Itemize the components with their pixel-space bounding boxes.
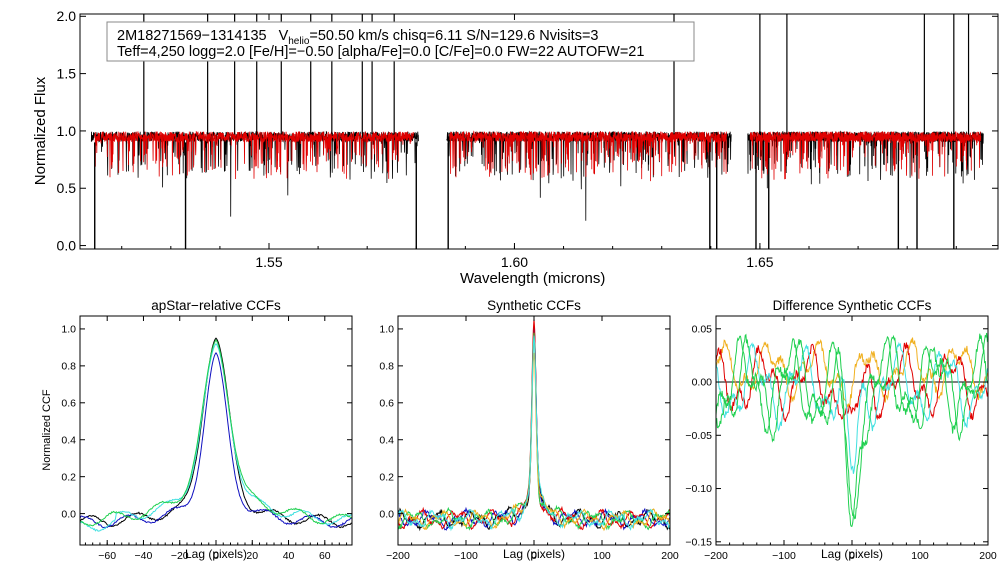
y-tick-label: 0.8 bbox=[61, 361, 76, 373]
y-tick-label: −0.15 bbox=[685, 536, 712, 548]
spectrum-frame bbox=[79, 13, 999, 250]
synthetic-title: Synthetic CCFs bbox=[487, 298, 581, 313]
apstar-title: apStar−relative CCFs bbox=[151, 298, 281, 313]
difference-xlabel: Lag (pixels) bbox=[821, 547, 883, 561]
synthetic-xlabel: Lag (pixels) bbox=[503, 547, 565, 561]
x-tick-label: 1.60 bbox=[501, 254, 528, 270]
y-tick-label: 0.6 bbox=[61, 397, 76, 409]
y-tick-label: 0.05 bbox=[692, 323, 713, 335]
spectrum-info-box bbox=[106, 21, 695, 62]
x-tick-label: −200 bbox=[386, 550, 410, 562]
y-tick-label: 1.0 bbox=[61, 324, 76, 336]
spectrum-model-line bbox=[94, 130, 415, 180]
y-tick-label: 0.2 bbox=[61, 471, 76, 483]
y-tick-label: 1.5 bbox=[57, 66, 77, 82]
x-tick-label: 40 bbox=[283, 550, 295, 562]
x-tick-label: −40 bbox=[135, 550, 153, 562]
y-tick-label: 0.00 bbox=[692, 377, 713, 389]
synthetic-ccf-s6 bbox=[397, 335, 671, 532]
apstar-ccf-visit-3 bbox=[79, 342, 353, 532]
synthetic-ccf-s3 bbox=[397, 318, 671, 531]
y-tick-label: 0.2 bbox=[379, 471, 394, 483]
x-tick-label: −60 bbox=[98, 550, 116, 562]
y-tick-label: 0.0 bbox=[379, 508, 394, 520]
synthetic-ccf-panel: −200 −100 0 100 200 0.0 0.2 0.4 0.6 0.8 1.0 Synthe… bbox=[379, 298, 679, 562]
difference-ccf-d4 bbox=[715, 332, 989, 527]
x-tick-label: −200 bbox=[704, 550, 728, 562]
y-tick-label: 0.0 bbox=[57, 237, 77, 253]
synthetic-ccf-s5 bbox=[397, 352, 671, 532]
x-tick-label: 0 bbox=[849, 550, 855, 562]
y-tick-label: 0.8 bbox=[379, 361, 394, 373]
x-tick-label: 20 bbox=[246, 550, 258, 562]
difference-ccf-d2 bbox=[715, 342, 989, 422]
y-tick-label: −0.10 bbox=[685, 483, 712, 495]
apstar-xlabel: Lag (pixels) bbox=[185, 547, 247, 561]
x-tick-label: 0 bbox=[531, 550, 537, 562]
y-tick-label: 1.0 bbox=[379, 324, 394, 336]
x-tick-label: −100 bbox=[772, 550, 796, 562]
x-tick-label: 200 bbox=[979, 550, 997, 562]
synthetic-ccf-s1 bbox=[397, 330, 671, 532]
y-tick-label: 1.0 bbox=[57, 123, 77, 139]
y-tick-label: 0.6 bbox=[379, 397, 394, 409]
spectrum-ylabel: Normalized Flux bbox=[32, 76, 49, 185]
apstar-ccf-visit-1 bbox=[79, 337, 353, 529]
y-tick-label: 2.0 bbox=[57, 8, 77, 24]
y-tick-label: 0.5 bbox=[57, 180, 77, 196]
x-tick-label: 0 bbox=[213, 550, 219, 562]
apstar-ylabel: Normalized CCF bbox=[41, 389, 53, 471]
info-line-2: Teff=4,250 logg=2.0 [Fe/H]=−0.50 [alpha/… bbox=[117, 44, 644, 60]
apstar-ccf-panel: −60 −40 −20 0 20 40 60 0.0 0.2 0.4 0.6 0.8 1.0 apSta… bbox=[41, 298, 353, 562]
spectrum-panel: 1.55 1.60 1.65 0.0 0.5 1.0 1.5 2.0 2M18271569−1… bbox=[32, 8, 999, 287]
x-tick-label: 1.65 bbox=[746, 254, 773, 270]
x-tick-label: −100 bbox=[454, 550, 478, 562]
apstar-ccf-visit-2 bbox=[79, 352, 353, 529]
x-tick-label: 60 bbox=[319, 550, 331, 562]
apstar-ccf-visit-4 bbox=[79, 339, 353, 527]
x-tick-label: 200 bbox=[661, 550, 679, 562]
y-tick-label: 0.4 bbox=[379, 434, 394, 446]
spectrum-xlabel: Wavelength (microns) bbox=[460, 270, 605, 287]
difference-ccf-d3 bbox=[715, 341, 989, 474]
spectrum-model-line bbox=[449, 130, 727, 182]
difference-ccf-panel: −200 −100 0 100 200 0.05 0.00 −0.05 −0.10 −0.15 D… bbox=[685, 298, 996, 562]
x-tick-label: 100 bbox=[593, 550, 611, 562]
difference-ccf-d5 bbox=[715, 333, 989, 520]
apstar-frame bbox=[79, 315, 353, 546]
x-tick-label: 1.55 bbox=[255, 254, 282, 270]
y-tick-label: −0.05 bbox=[685, 430, 712, 442]
y-tick-label: 0.0 bbox=[61, 508, 76, 520]
difference-title: Difference Synthetic CCFs bbox=[773, 298, 932, 313]
synthetic-ccf-s4 bbox=[397, 332, 671, 531]
x-tick-label: 100 bbox=[911, 550, 929, 562]
y-tick-label: 0.4 bbox=[61, 434, 76, 446]
spectrum-model-line bbox=[749, 130, 982, 180]
x-tick-label: −20 bbox=[171, 550, 189, 562]
info-line-1: 2M18271569−1314135 Vhelio=50.50 km/s chis… bbox=[117, 28, 598, 47]
